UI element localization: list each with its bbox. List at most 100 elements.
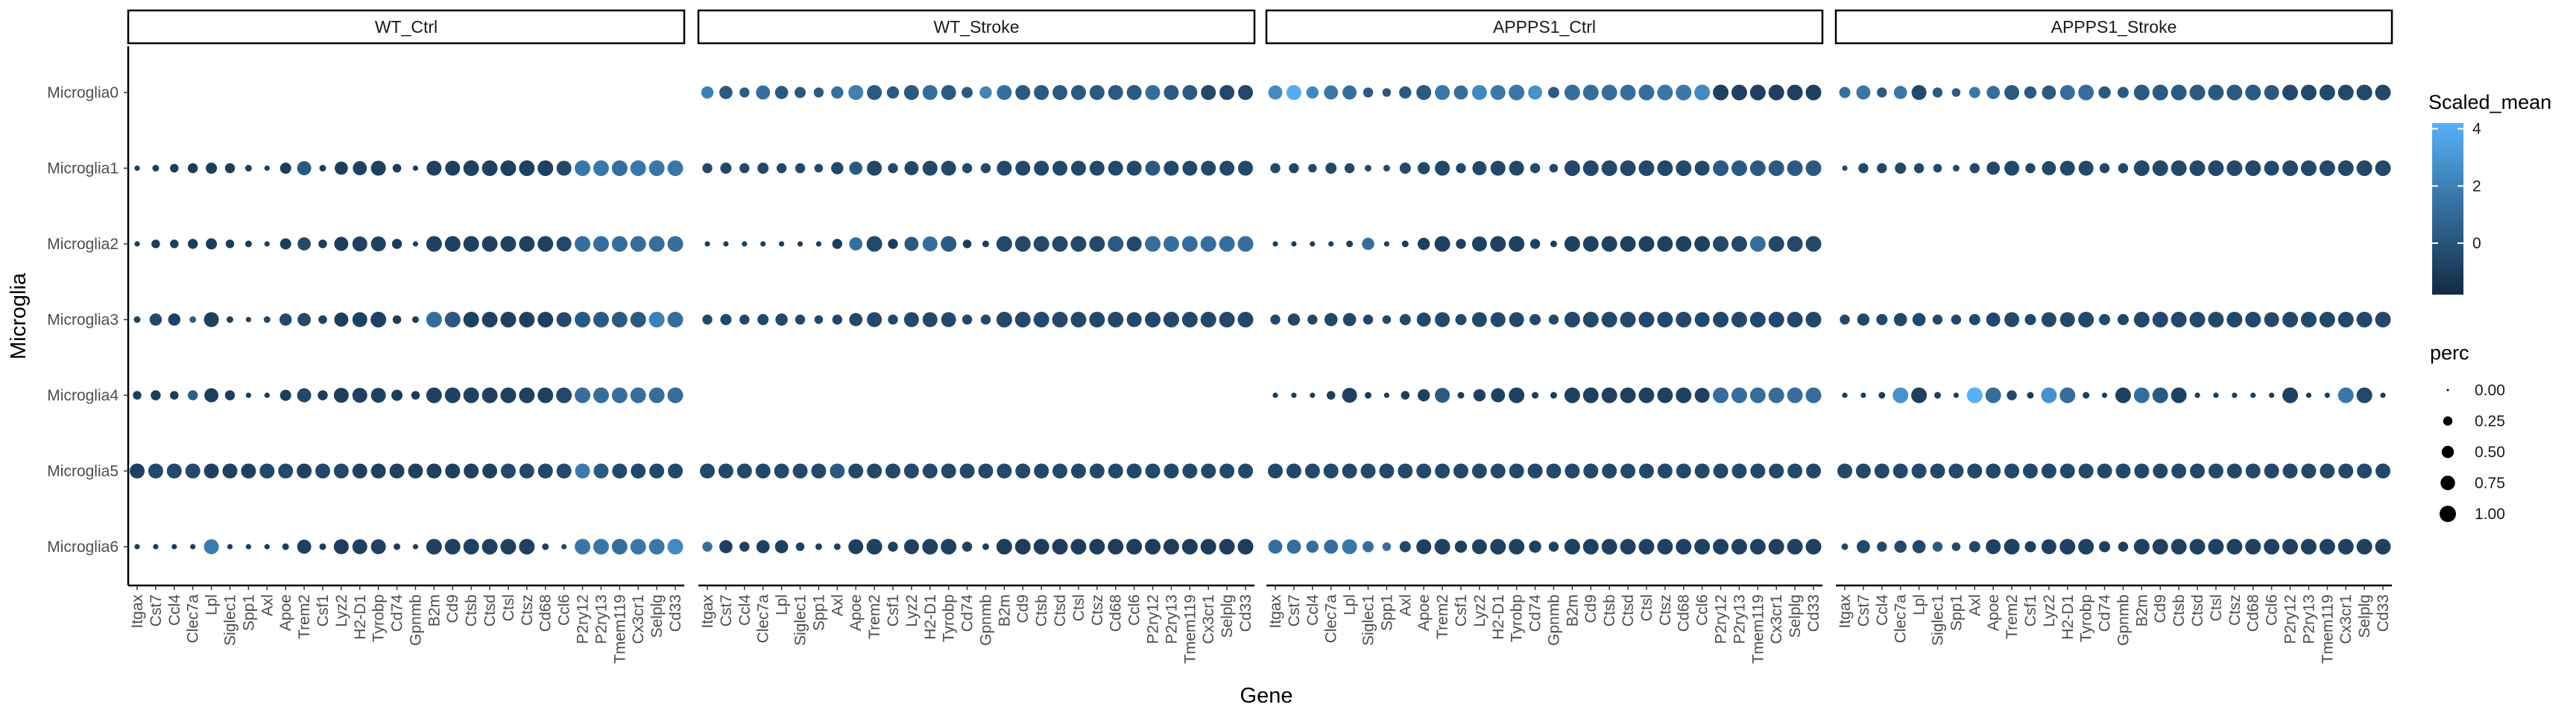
facet-strip-label: APPPS1_Stroke (2051, 17, 2177, 37)
dot-microglia5-lyz2 (333, 463, 349, 479)
x-tick-label: Spp1 (240, 594, 257, 631)
dot-microglia5-p2ry12 (1713, 463, 1729, 479)
x-tick-label: Cd68 (1108, 594, 1125, 632)
dot-microglia2-spp1 (1383, 241, 1389, 247)
x-tick-label: Itgax (1267, 594, 1284, 629)
x-tick-label: Selplg (1219, 594, 1236, 638)
size-legend-label: 0.50 (2475, 444, 2505, 461)
x-tick-label: H2-D1 (2059, 594, 2077, 640)
dot-microglia4-ctsl (1638, 387, 1655, 403)
dot-microglia1-cx3cr1 (2337, 160, 2354, 177)
x-tick-label: Clec7a (1323, 594, 1340, 644)
dot-microglia0-csf1 (1453, 85, 1468, 100)
dot-microglia3-itgax (1270, 314, 1281, 325)
dot-microglia1-cx3cr1 (1768, 160, 1784, 177)
dot-microglia4-lpl (204, 388, 219, 403)
x-tick-label: P2ry13 (2300, 594, 2317, 644)
dot-microglia3-apoe (279, 313, 292, 326)
dot-microglia2-cd9 (1014, 236, 1031, 252)
dot-microglia3-lpl (203, 312, 219, 327)
dot-microglia2-apoe (1417, 237, 1430, 251)
dot-microglia4-tyrobp (2083, 392, 2090, 399)
dot-microglia5-lpl (203, 463, 219, 479)
dot-microglia1-ctsl (1638, 160, 1655, 177)
size-legend-title: perc (2430, 342, 2469, 364)
dot-microglia3-h2-d1 (1490, 312, 1506, 327)
dot-microglia3-spp1 (814, 315, 824, 324)
dot-microglia2-cd33 (667, 236, 684, 252)
dot-microglia2-lpl (206, 238, 218, 250)
dot-microglia6-apoe (1416, 539, 1432, 554)
dot-microglia3-h2-d1 (922, 312, 938, 327)
x-tick-label: Cd33 (1237, 594, 1254, 632)
dot-microglia1-apoe (280, 162, 291, 175)
dot-microglia3-ctsd (1620, 311, 1636, 328)
dot-microglia6-cx3cr1 (2337, 538, 2354, 555)
dot-microglia3-p2ry12 (1713, 311, 1729, 328)
x-tick-label: Selplg (648, 594, 666, 638)
dot-microglia6-ccl4 (739, 541, 750, 552)
dot-microglia3-ctsd (2189, 311, 2206, 328)
dot-microglia0-tmem119 (2319, 84, 2335, 101)
y-tick-label: Microglia6 (47, 538, 119, 556)
dot-microglia2-selplg (1787, 236, 1803, 252)
dot-microglia3-cd68 (1676, 311, 1692, 328)
dot-microglia6-tmem119 (1181, 538, 1198, 555)
x-tick-label: Ctsz (1089, 594, 1106, 626)
x-tick-label: Cd33 (667, 594, 684, 632)
dot-microglia5-ctsz (2226, 463, 2242, 479)
dot-microglia1-ctsb (1034, 160, 1049, 176)
dot-microglia1-tmem119 (611, 160, 628, 177)
size-legend-dot (2440, 506, 2456, 522)
dot-microglia5-lyz2 (1471, 463, 1487, 479)
dot-microglia2-spp1 (244, 240, 252, 248)
dot-microglia5-clec7a (1323, 463, 1339, 479)
dot-microglia6-trem2 (866, 538, 883, 555)
dot-microglia2-p2ry12 (1145, 236, 1161, 252)
facet-wt-ctrl: WT_Ctrl Itgax Cst7 Ccl4 Clec7a Lpl Siglec1 Spp1… (127, 9, 686, 664)
dot-microglia1-p2ry12 (1713, 160, 1729, 177)
dot-microglia1-cd68 (1108, 160, 1123, 176)
dot-microglia6-clec7a (1894, 540, 1907, 553)
dot-microglia5-axl (1967, 463, 1983, 479)
x-tick-label: Trem2 (2004, 594, 2021, 639)
dot-microglia1-selplg (2356, 160, 2373, 177)
dot-microglia1-gpnmb (1549, 163, 1559, 173)
dot-microglia1-spp1 (244, 165, 252, 172)
dot-microglia1-cd74 (392, 163, 402, 173)
dot-microglia4-gpnmb (2115, 387, 2131, 403)
dot-microglia4-tmem119 (2324, 392, 2330, 398)
y-tick-label: Microglia4 (47, 387, 119, 404)
dot-microglia3-lpl (1342, 313, 1357, 327)
dot-microglia0-ctsb (1601, 84, 1617, 101)
dot-microglia1-p2ry13 (1164, 160, 1179, 176)
dot-microglia6-itgax (134, 544, 140, 550)
dot-microglia5-gpnmb (408, 463, 423, 479)
dot-microglia6-itgax (1268, 539, 1283, 554)
dot-microglia2-siglec1 (797, 241, 804, 247)
dot-microglia4-cx3cr1 (1768, 387, 1784, 403)
dot-microglia5-cx3cr1 (2338, 463, 2354, 479)
dot-microglia6-cst7 (1287, 539, 1301, 554)
dot-microglia1-tyrobp (941, 160, 956, 176)
dot-microglia0-ctsb (1034, 85, 1049, 100)
dot-microglia3-cd33 (2375, 311, 2391, 328)
dot-microglia5-selplg (1219, 463, 1235, 479)
dot-microglia0-ccl6 (1126, 85, 1142, 100)
dot-microglia4-cd9 (444, 387, 461, 403)
dot-microglia1-p2ry13 (593, 160, 609, 177)
dot-microglia6-selplg (1787, 538, 1803, 555)
dot-microglia6-apoe (848, 539, 864, 554)
x-tick-label: Cd74 (1527, 594, 1544, 632)
dot-microglia6-ctsb (1601, 538, 1617, 555)
dot-microglia2-cd33 (1237, 236, 1254, 252)
x-tick-label: Clec7a (1892, 594, 1910, 644)
x-tick-label: Spp1 (810, 594, 827, 631)
dot-microglia1-ccl6 (1694, 160, 1710, 176)
x-tick-label: Csf1 (1453, 594, 1470, 626)
dot-microglia0-tyrobp (1509, 84, 1525, 101)
x-tick-label: Cx3cr1 (1768, 594, 1785, 644)
dot-microglia5-cst7 (718, 463, 733, 479)
dot-microglia6-ccl6 (2264, 538, 2280, 555)
